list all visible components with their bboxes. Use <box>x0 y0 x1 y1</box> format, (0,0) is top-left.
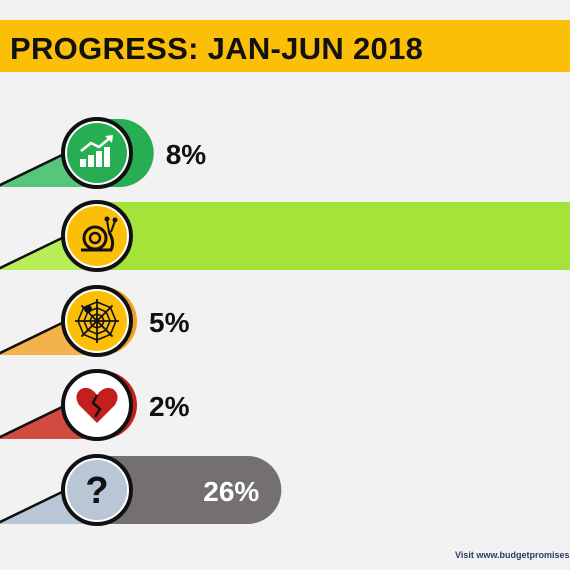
bar-row-achieved: 8% <box>0 117 207 189</box>
bar-slow <box>97 202 570 270</box>
chart-title: PROGRESS: JAN-JUN 2018 <box>10 31 424 66</box>
bar-row-unclear: ? 26% <box>0 454 282 526</box>
bar-row-slow <box>0 200 570 272</box>
bar-row-broken: 2% <box>0 369 190 441</box>
snail-icon <box>61 200 133 272</box>
bar-row-stuck: 5% <box>0 285 190 357</box>
bar-unclear <box>97 456 282 524</box>
footer-link[interactable]: Visit www.budgetpromises.c <box>455 550 570 560</box>
value-label-broken: 2% <box>149 391 190 422</box>
value-label-achieved: 8% <box>166 139 207 170</box>
question-mark-icon: ? <box>61 454 133 526</box>
title-band <box>0 20 570 72</box>
question-mark-glyph: ? <box>85 470 108 512</box>
growth-chart-icon <box>61 117 133 189</box>
value-label-stuck: 5% <box>149 307 190 338</box>
broken-heart-icon <box>61 369 133 441</box>
value-label-unclear: 26% <box>203 476 259 507</box>
spiderweb-icon <box>61 285 133 357</box>
